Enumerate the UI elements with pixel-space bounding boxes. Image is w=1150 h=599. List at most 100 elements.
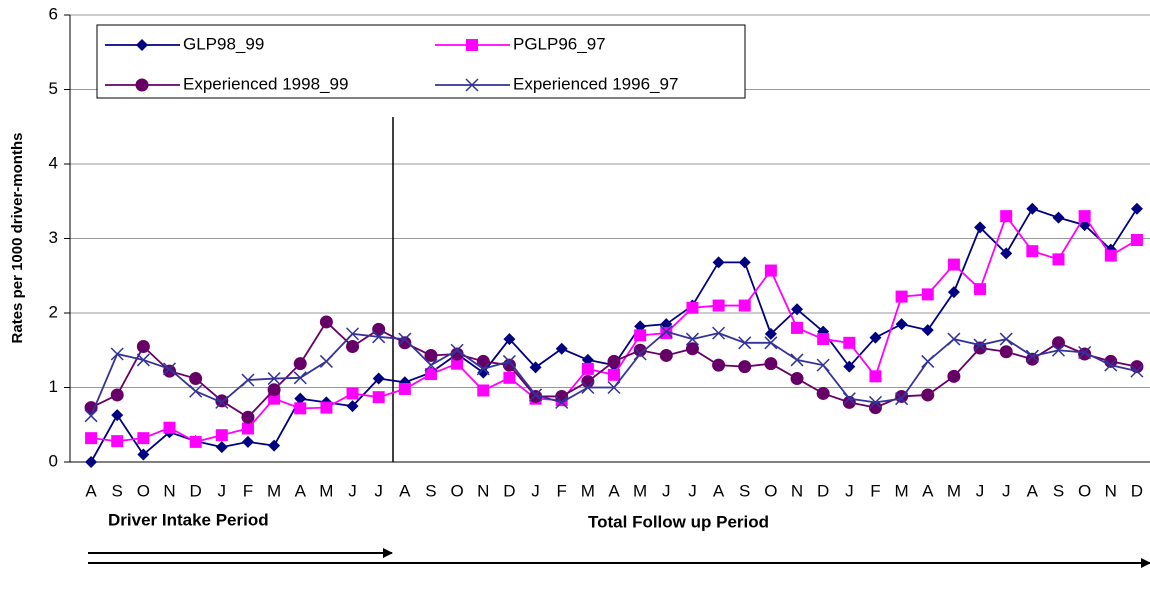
marker [1130, 233, 1143, 246]
marker [921, 288, 934, 301]
marker [372, 391, 385, 404]
marker [450, 343, 464, 357]
marker [268, 439, 281, 452]
x-tick-label: N [477, 481, 489, 500]
marker [581, 380, 595, 395]
marker [1051, 336, 1065, 350]
marker [686, 301, 699, 314]
marker [659, 325, 673, 339]
marker [712, 299, 725, 312]
marker [1052, 253, 1065, 266]
marker [869, 370, 882, 383]
marker [398, 382, 411, 395]
marker [1025, 349, 1039, 363]
marker [294, 392, 307, 405]
x-tick-label: N [1105, 481, 1117, 500]
y-tick-label: 5 [49, 79, 58, 98]
x-tick-label: D [503, 481, 515, 500]
marker [346, 340, 360, 354]
marker [111, 409, 124, 422]
marker [346, 387, 359, 400]
marker [973, 338, 987, 352]
marker [424, 358, 438, 372]
marker [1130, 364, 1144, 378]
x-tick-label: S [112, 481, 123, 500]
x-tick-label: M [581, 481, 595, 500]
marker [424, 348, 438, 362]
x-tick-label: F [243, 481, 253, 500]
marker [921, 324, 934, 337]
marker [607, 354, 621, 368]
x-tick-label: A [608, 481, 620, 500]
y-tick-label: 6 [49, 4, 58, 23]
marker [136, 340, 150, 354]
marker [372, 330, 386, 344]
marker [189, 435, 202, 448]
marker [947, 332, 961, 346]
annotation: Total Follow up Period [588, 512, 769, 531]
marker [868, 401, 882, 415]
legend-label: Experienced 1996_97 [513, 74, 678, 93]
legend-label: PGLP96_97 [513, 34, 606, 53]
marker [764, 264, 777, 277]
marker [816, 358, 830, 372]
marker [921, 388, 935, 402]
marker [293, 357, 307, 371]
x-tick-label: J [662, 481, 671, 500]
marker [1104, 358, 1118, 372]
marker [503, 333, 516, 346]
marker [215, 441, 228, 454]
marker [529, 388, 543, 402]
marker [633, 343, 647, 357]
y-tick-label: 2 [49, 302, 58, 321]
marker [947, 369, 961, 383]
marker [294, 402, 307, 415]
marker [241, 435, 254, 448]
marker [529, 389, 543, 403]
marker [451, 357, 464, 370]
marker [110, 388, 124, 402]
x-tick-label: S [425, 481, 436, 500]
marker [555, 395, 569, 409]
x-tick-label: M [895, 481, 909, 500]
marker [974, 283, 987, 296]
marker [476, 362, 490, 376]
y-tick-label: 0 [49, 451, 58, 470]
x-tick-label: D [1131, 481, 1143, 500]
marker [84, 409, 98, 423]
marker [843, 336, 856, 349]
marker [712, 326, 726, 340]
marker [372, 322, 386, 336]
marker [947, 286, 960, 299]
x-tick-label: N [163, 481, 175, 500]
x-tick-label: J [1002, 481, 1011, 500]
x-tick-label: A [1027, 481, 1039, 500]
marker [111, 435, 124, 448]
marker [85, 432, 98, 445]
marker [712, 256, 725, 269]
marker [895, 318, 908, 331]
x-tick-label: A [399, 481, 411, 500]
marker [268, 392, 281, 405]
marker [738, 299, 751, 312]
marker [215, 429, 228, 442]
marker [999, 345, 1013, 359]
marker [764, 336, 778, 350]
marker [503, 371, 516, 384]
marker [947, 258, 960, 271]
x-tick-label: J [688, 481, 697, 500]
x-tick-label: S [1053, 481, 1064, 500]
marker [581, 362, 594, 375]
marker [189, 372, 203, 386]
x-tick-label: F [557, 481, 567, 500]
marker [999, 332, 1013, 346]
x-tick-label: O [451, 481, 464, 500]
marker [346, 400, 359, 413]
marker [868, 395, 882, 409]
marker [137, 448, 150, 461]
marker [241, 410, 255, 424]
x-tick-label: A [922, 481, 934, 500]
marker [372, 372, 385, 385]
marker [790, 372, 804, 386]
legend-label: Experienced 1998_99 [183, 74, 348, 93]
